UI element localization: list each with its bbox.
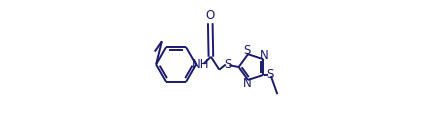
Text: S: S bbox=[266, 68, 273, 81]
Text: N: N bbox=[260, 49, 269, 62]
Text: NH: NH bbox=[192, 58, 209, 71]
Text: S: S bbox=[224, 58, 232, 71]
Text: N: N bbox=[243, 77, 252, 90]
Text: S: S bbox=[244, 45, 251, 58]
Text: O: O bbox=[206, 9, 215, 22]
